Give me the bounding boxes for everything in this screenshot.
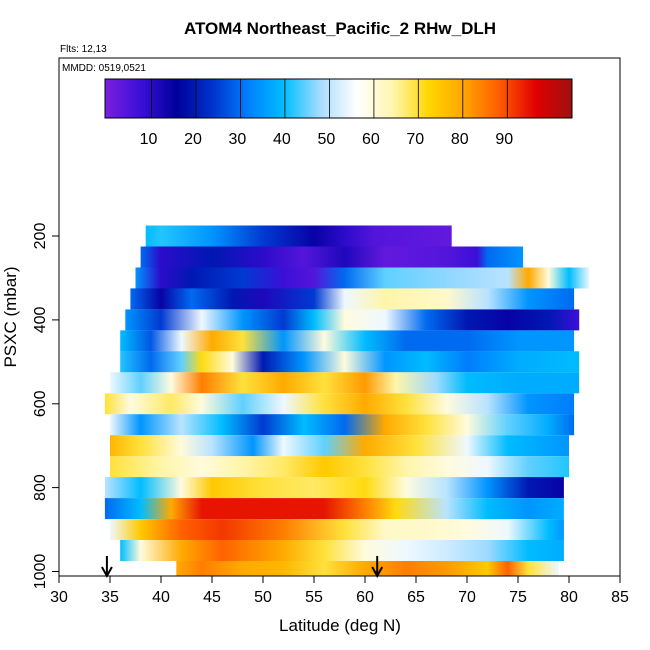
y-tick-label-800: 800 — [32, 474, 49, 501]
colorbar-label-50: 50 — [318, 131, 336, 148]
x-tick-label-65: 65 — [407, 589, 425, 606]
heatmap-bands — [104, 225, 590, 576]
colorbar-label-90: 90 — [495, 131, 513, 148]
y-tick-label-400: 400 — [32, 306, 49, 333]
y-tick-label-1000: 1000 — [32, 554, 49, 590]
colorbar-label-10: 10 — [140, 131, 158, 148]
y-tick-label-200: 200 — [32, 223, 49, 250]
heatmap-band-450 — [120, 330, 575, 352]
colorbar-label-20: 20 — [184, 131, 202, 148]
x-tick-label-70: 70 — [458, 589, 476, 606]
heatmap-band-900 — [110, 519, 564, 541]
heatmap-band-350 — [130, 288, 575, 310]
heatmap-band-1000 — [176, 561, 559, 576]
heatmap-band-400 — [125, 309, 580, 331]
heatmap-band-550 — [110, 372, 580, 394]
heatmap-band-950 — [120, 540, 564, 561]
y-tick-label-600: 600 — [32, 390, 49, 417]
y-axis: 200 400 600 800 1000 — [32, 223, 59, 590]
x-tick-label-60: 60 — [356, 589, 374, 606]
heatmap-band-650 — [110, 414, 575, 436]
x-tick-label-85: 85 — [611, 589, 629, 606]
colorbar-label-70: 70 — [406, 131, 424, 148]
colorbar-frame — [104, 78, 573, 119]
colorbar-ramp — [105, 79, 572, 118]
x-tick-label-80: 80 — [560, 589, 578, 606]
heatmap-band-800 — [104, 477, 564, 499]
colorbar: 10 20 30 40 50 60 70 80 90 — [104, 78, 573, 148]
heatmap-band-850 — [104, 498, 564, 520]
colorbar-label-80: 80 — [451, 131, 469, 148]
x-tick-label-30: 30 — [50, 589, 68, 606]
heatmap-band-750 — [110, 456, 569, 478]
x-axis: 30 35 40 45 50 55 60 65 70 75 80 85 — [50, 576, 629, 606]
colorbar-label-30: 30 — [229, 131, 247, 148]
chart-title: ATOM4 Northeast_Pacific_2 RHw_DLH — [184, 19, 496, 38]
heatmap-band-200 — [145, 225, 452, 247]
x-tick-label-35: 35 — [101, 589, 119, 606]
heatmap-band-500 — [120, 351, 580, 373]
heatmap-band-300 — [135, 267, 590, 289]
dates-label: MMDD: 0519,0521 — [62, 63, 146, 74]
colorbar-label-40: 40 — [273, 131, 291, 148]
heatmap-band-600 — [104, 393, 575, 415]
plot-frame — [58, 57, 621, 577]
flights-label: Flts: 12,13 — [60, 44, 107, 55]
latitude-arrow-1 — [101, 556, 113, 579]
y-axis-label: PSXC (mbar) — [1, 266, 20, 367]
x-tick-label-40: 40 — [152, 589, 170, 606]
heatmap-band-700 — [110, 435, 569, 457]
x-tick-label-75: 75 — [509, 589, 527, 606]
x-axis-label: Latitude (deg N) — [279, 616, 401, 635]
colorbar-label-60: 60 — [362, 131, 380, 148]
x-tick-label-45: 45 — [203, 589, 221, 606]
heatmap-band-250 — [140, 246, 524, 268]
x-tick-label-55: 55 — [305, 589, 323, 606]
x-tick-label-50: 50 — [254, 589, 272, 606]
